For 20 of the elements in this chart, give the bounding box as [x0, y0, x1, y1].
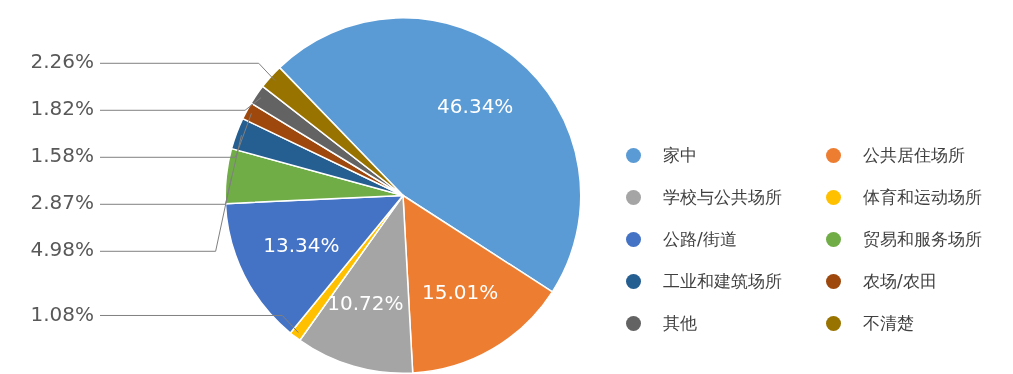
data-label: 46.34% [437, 93, 514, 118]
legend-label: 不清楚 [863, 311, 914, 335]
data-label: 15.01% [422, 280, 499, 305]
legend-label: 工业和建筑场所 [663, 269, 782, 293]
data-label: 2.87% [30, 190, 94, 215]
data-label: 2.26% [30, 49, 94, 74]
data-label: 1.82% [30, 96, 94, 121]
legend-label: 其他 [663, 311, 697, 335]
legend-label: 贸易和服务场所 [863, 227, 982, 251]
data-label: 1.58% [30, 143, 94, 168]
legend-label: 公路/街道 [663, 227, 737, 251]
data-label: 4.98% [30, 237, 94, 262]
legend-label: 体育和运动场所 [863, 185, 982, 209]
legend-label: 家中 [663, 143, 697, 167]
legend-label: 农场/农田 [863, 269, 937, 293]
data-label: 10.72% [327, 290, 404, 315]
legend-label: 公共居住场所 [863, 143, 965, 167]
data-label: 1.08% [30, 301, 94, 326]
data-label: 13.34% [263, 232, 340, 257]
legend-label: 学校与公共场所 [663, 185, 782, 209]
